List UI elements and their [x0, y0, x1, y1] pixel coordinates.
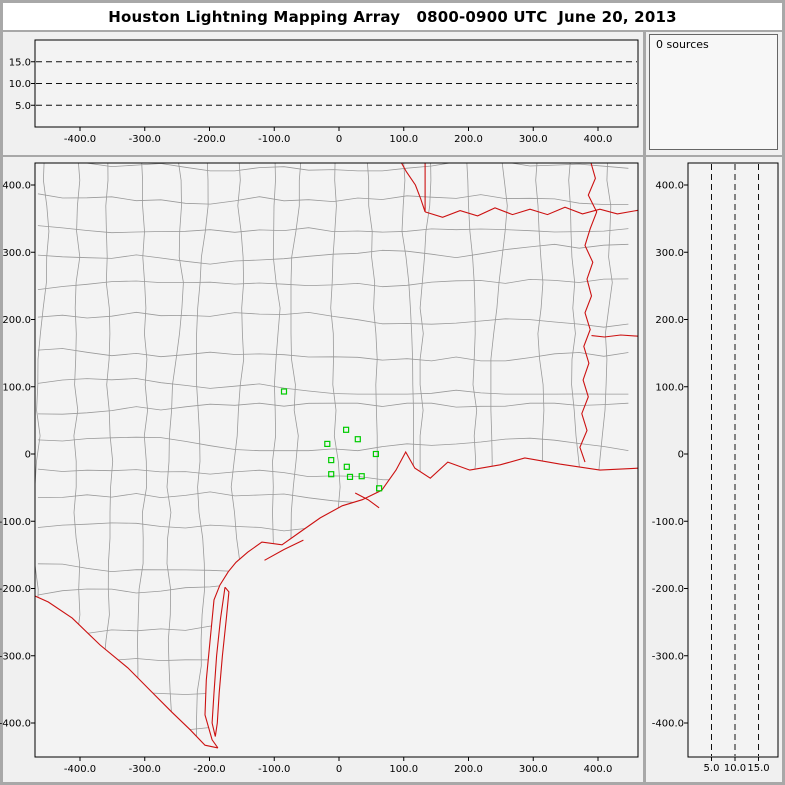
tick-label: -200.0 — [193, 134, 225, 145]
ns-plot-border — [687, 162, 779, 758]
tick-label: -300.0 — [0, 651, 31, 662]
tick-label: -300.0 — [129, 764, 161, 775]
altitude-gridlines — [36, 61, 759, 756]
tick-label: 15.0 — [9, 57, 31, 68]
tick-label: -100.0 — [258, 764, 290, 775]
station-marker — [354, 436, 361, 443]
tick-label: 0 — [678, 450, 684, 461]
tick-label: 400.0 — [584, 764, 613, 775]
tick-label: -100.0 — [258, 134, 290, 145]
station-marker — [376, 485, 383, 492]
tick-label: -400.0 — [64, 764, 96, 775]
padre-island — [211, 586, 230, 737]
tick-label: 100.0 — [655, 382, 684, 393]
tick-label: 100.0 — [2, 382, 31, 393]
tick-label: -100.0 — [652, 517, 684, 528]
station-marker — [343, 426, 350, 433]
tick-label: -400.0 — [64, 134, 96, 145]
tick-label: 10.0 — [9, 79, 31, 90]
coastline — [204, 450, 638, 749]
tick-label: 5.0 — [15, 101, 31, 112]
panel-source-count: 0 sources — [646, 32, 782, 155]
state-boundaries-red — [35, 163, 638, 749]
station-marker — [346, 473, 354, 480]
tick-label: 15.0 — [747, 763, 769, 774]
tick-label: 400.0 — [584, 134, 613, 145]
tick-label: -400.0 — [652, 719, 684, 730]
map-plot-area[interactable] — [35, 163, 638, 757]
tick-label: 400.0 — [2, 181, 31, 192]
station-marker — [280, 388, 288, 395]
tick-label: 0 — [25, 450, 31, 461]
lma-stations — [280, 388, 383, 492]
tick-label: 300.0 — [519, 764, 548, 775]
tick-label: -200.0 — [0, 584, 31, 595]
station-marker — [358, 473, 365, 480]
tick-label: -200.0 — [652, 584, 684, 595]
station-marker — [328, 471, 335, 478]
tick-label: 300.0 — [2, 248, 31, 259]
tick-label: 200.0 — [655, 315, 684, 326]
station-marker — [343, 463, 350, 470]
tick-label: 200.0 — [2, 315, 31, 326]
galveston-island — [354, 492, 380, 509]
tick-label: 100.0 — [389, 134, 418, 145]
tick-label: 0 — [336, 764, 342, 775]
tick-label: 400.0 — [655, 181, 684, 192]
ns-plot-area[interactable] — [688, 163, 778, 757]
sources-count-box: 0 sources — [649, 34, 778, 150]
station-marker — [324, 440, 331, 447]
ar-la-border — [591, 334, 638, 338]
red-river-upper — [400, 163, 426, 213]
station-marker — [328, 457, 335, 464]
ew-plot-border — [34, 39, 639, 128]
tick-label: -200.0 — [193, 764, 225, 775]
station-marker — [372, 450, 379, 458]
tick-label: 300.0 — [655, 248, 684, 259]
tick-label: 300.0 — [519, 134, 548, 145]
tick-label: 200.0 — [454, 134, 483, 145]
tick-label: -300.0 — [129, 134, 161, 145]
red-river-east — [424, 206, 638, 218]
mississippi-river — [579, 163, 598, 463]
tick-label: 200.0 — [454, 764, 483, 775]
tick-label: 0 — [336, 134, 342, 145]
rio-grande-border — [35, 595, 219, 749]
map-plot-border — [34, 162, 639, 758]
tick-label: -400.0 — [0, 719, 31, 730]
tick-label: -300.0 — [652, 651, 684, 662]
matagorda-island — [264, 539, 304, 561]
tick-label: 5.0 — [704, 763, 720, 774]
tick-label: -100.0 — [0, 517, 31, 528]
tick-label: 10.0 — [724, 763, 746, 774]
tick-label: 100.0 — [389, 764, 418, 775]
window-title: Houston Lightning Mapping Array 0800-090… — [3, 3, 782, 30]
